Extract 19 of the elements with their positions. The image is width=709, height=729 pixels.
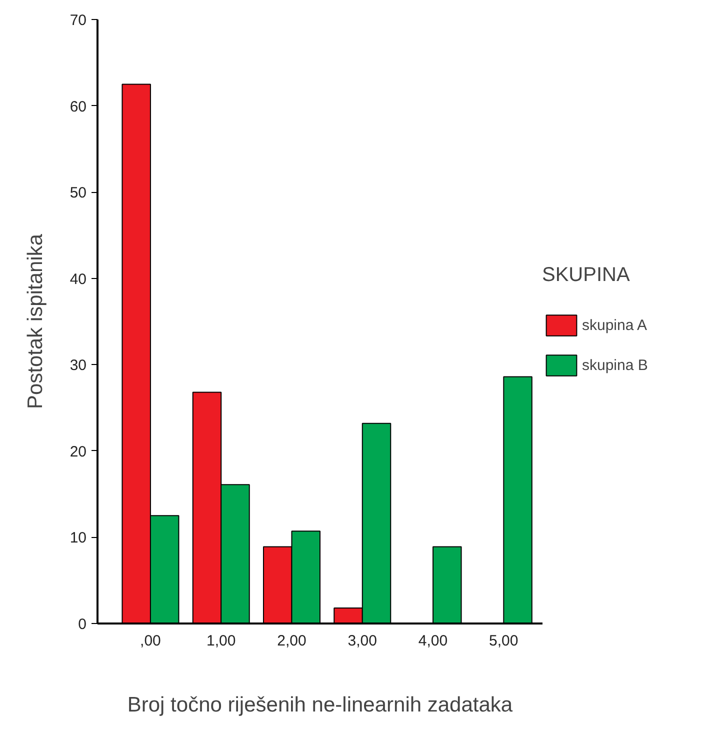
x-tick-label: 3,00 (348, 632, 377, 650)
x-axis-title: Broj točno riješenih ne-linearnih zadataka (127, 694, 513, 716)
y-tick-label: 50 (70, 184, 87, 202)
y-tick-label: 70 (70, 12, 87, 29)
y-tick-label: 40 (70, 270, 87, 288)
y-tick-label: 60 (70, 98, 87, 116)
y-tick-label: 20 (70, 443, 87, 460)
x-tick-label: ,00 (140, 632, 161, 650)
y-tick-label: 10 (70, 530, 87, 547)
x-tick-label: 4,00 (418, 632, 448, 650)
x-tick-label: 2,00 (277, 632, 306, 650)
legend-title: SKUPINA (542, 264, 631, 287)
legend-label: skupina B (582, 356, 648, 374)
x-tick-label: 1,00 (206, 632, 236, 650)
legend-label: skupina A (582, 316, 648, 334)
y-tick-label: 30 (70, 357, 87, 374)
y-tick-label: 0 (78, 616, 86, 633)
y-axis-title: Postotak ispitanika (24, 234, 47, 410)
x-tick-label: 5,00 (489, 632, 518, 650)
